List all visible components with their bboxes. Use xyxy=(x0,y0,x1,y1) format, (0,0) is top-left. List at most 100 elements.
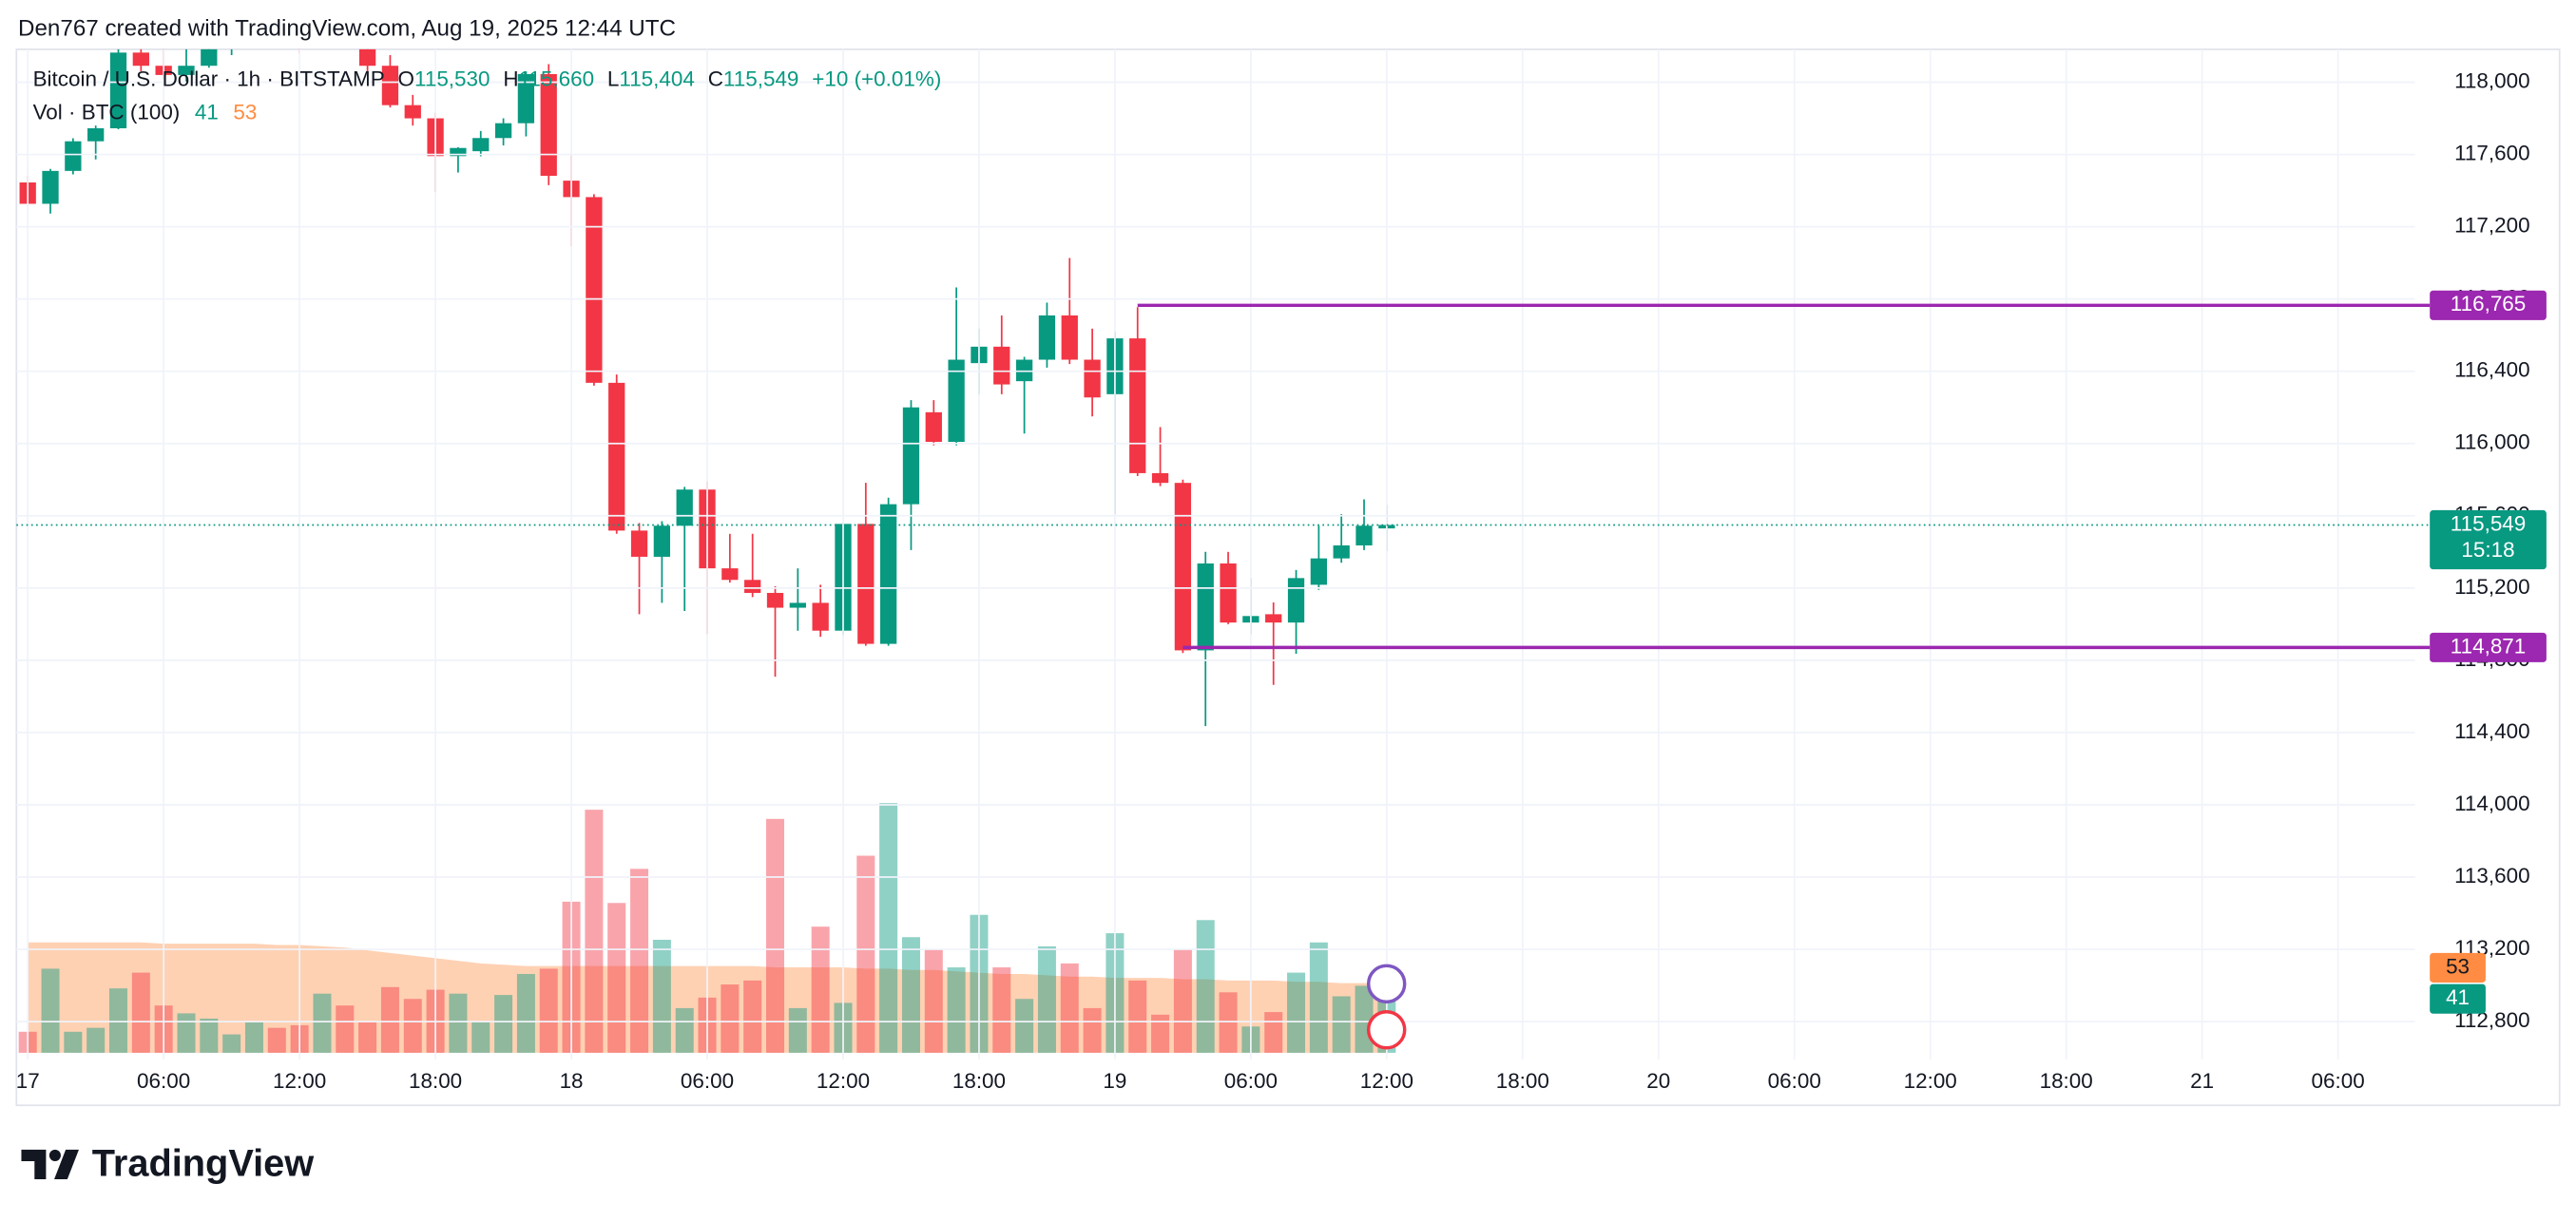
logo-mark xyxy=(21,1149,47,1179)
volume-bar xyxy=(200,1018,219,1053)
x-tick-label: 06:00 xyxy=(2312,1069,2365,1093)
volume-bar xyxy=(1196,920,1215,1053)
volume-ma-box xyxy=(2430,952,2486,983)
x-tick-label: 20 xyxy=(1646,1069,1670,1093)
candle-body xyxy=(42,170,59,204)
x-tick-label: 19 xyxy=(1103,1069,1126,1093)
volume-bar xyxy=(788,1007,807,1053)
candle-body xyxy=(1197,563,1214,651)
y-tick-label: 115,200 xyxy=(2454,575,2530,599)
candle-body xyxy=(1038,315,1056,360)
candle-body xyxy=(1084,359,1101,398)
volume-bar xyxy=(336,1005,355,1053)
candle-body xyxy=(1220,563,1237,623)
candle-body xyxy=(1129,338,1146,473)
volume-bar xyxy=(1128,980,1147,1053)
candle-body xyxy=(1174,483,1192,651)
y-tick-label: 117,600 xyxy=(2454,141,2530,164)
volume-bar xyxy=(721,984,740,1053)
volume-bar xyxy=(675,1007,694,1053)
x-tick-label: 06:00 xyxy=(681,1069,734,1093)
last-price-label: 115,549 xyxy=(2451,511,2527,535)
volume-legend-title: Vol · BTC (100) xyxy=(33,100,181,124)
volume-bar xyxy=(630,869,649,1053)
candle-body xyxy=(812,602,829,631)
candle-body xyxy=(880,504,897,644)
candle-body xyxy=(766,592,784,608)
volume-bar xyxy=(1060,963,1079,1053)
volume-bar xyxy=(1264,1012,1283,1053)
legend-symbol: Bitcoin / U.S. Dollar · 1h · BITSTAMP xyxy=(33,67,385,91)
candle-body xyxy=(540,73,557,176)
volume-bar xyxy=(494,995,513,1053)
volume-bar xyxy=(1287,972,1306,1053)
volume-bar xyxy=(358,1021,377,1053)
level-label: 114,871 xyxy=(2451,634,2527,658)
volume-ma-label: 53 xyxy=(2446,954,2470,978)
x-tick-label: 18:00 xyxy=(2040,1069,2093,1093)
volume-bar xyxy=(947,967,966,1053)
x-tick-label: 17 xyxy=(16,1069,40,1093)
volume-bar xyxy=(403,999,422,1053)
volume-bar xyxy=(516,973,535,1053)
volume-bar xyxy=(652,940,671,1053)
candle-body xyxy=(608,382,625,531)
volume-bar xyxy=(585,810,604,1053)
x-tick-label: 12:00 xyxy=(817,1069,870,1093)
volume-bar xyxy=(856,855,875,1053)
candle-body xyxy=(902,407,920,505)
level-label: 116,765 xyxy=(2451,292,2527,315)
candle-body xyxy=(925,411,942,443)
candle-body xyxy=(381,66,399,105)
volume-bar xyxy=(131,972,150,1053)
brand-name[interactable]: TradingView xyxy=(92,1143,314,1185)
x-tick-label: 12:00 xyxy=(1904,1069,1957,1093)
candle-body xyxy=(132,52,149,67)
volume-bar xyxy=(1037,945,1056,1053)
logo-slash xyxy=(54,1149,79,1179)
x-tick-label: 12:00 xyxy=(273,1069,326,1093)
brand-logo xyxy=(21,1149,79,1179)
volume-bar xyxy=(743,980,762,1053)
chart-frame xyxy=(15,48,2561,1107)
volume-bar xyxy=(1015,999,1034,1053)
volume-bar xyxy=(924,948,943,1053)
x-tick-label: 06:00 xyxy=(1224,1069,1278,1093)
candle-body xyxy=(721,568,739,581)
level-label-box xyxy=(2430,290,2547,320)
candle-body xyxy=(87,127,105,142)
volume-bar xyxy=(879,803,898,1053)
legend-key: O xyxy=(398,67,414,91)
volume-bar xyxy=(244,1021,263,1053)
volume-bar xyxy=(449,993,468,1053)
volume-bar xyxy=(811,926,830,1053)
volume-bar xyxy=(1219,992,1238,1053)
volume-bar xyxy=(41,968,60,1053)
x-tick-label: 12:00 xyxy=(1360,1069,1413,1093)
x-tick-label: 06:00 xyxy=(1768,1069,1821,1093)
x-tick-label: 18:00 xyxy=(952,1069,1006,1093)
candle-body xyxy=(857,524,875,644)
candle-body xyxy=(517,73,535,124)
volume-bar xyxy=(1173,948,1192,1053)
candle-body xyxy=(358,48,376,67)
x-tick-label: 21 xyxy=(2190,1069,2214,1093)
candle-body xyxy=(109,52,127,128)
volume-bar xyxy=(1151,1014,1170,1053)
last-price-box xyxy=(2430,509,2547,570)
volume-bar xyxy=(471,1021,490,1053)
volume-bar xyxy=(539,968,558,1053)
volume-bar xyxy=(380,986,399,1053)
volume-bar xyxy=(766,818,785,1053)
volume-bar xyxy=(177,1013,196,1053)
volume-bar xyxy=(87,1027,106,1053)
candle-body xyxy=(178,66,195,75)
x-tick-label: 18:00 xyxy=(409,1069,462,1093)
ai-icon[interactable] xyxy=(1366,964,1407,1004)
candle-body xyxy=(1265,614,1282,623)
y-tick-label: 118,000 xyxy=(2454,68,2530,92)
flag-icon[interactable] xyxy=(1366,1009,1407,1050)
candle-body xyxy=(676,489,693,526)
